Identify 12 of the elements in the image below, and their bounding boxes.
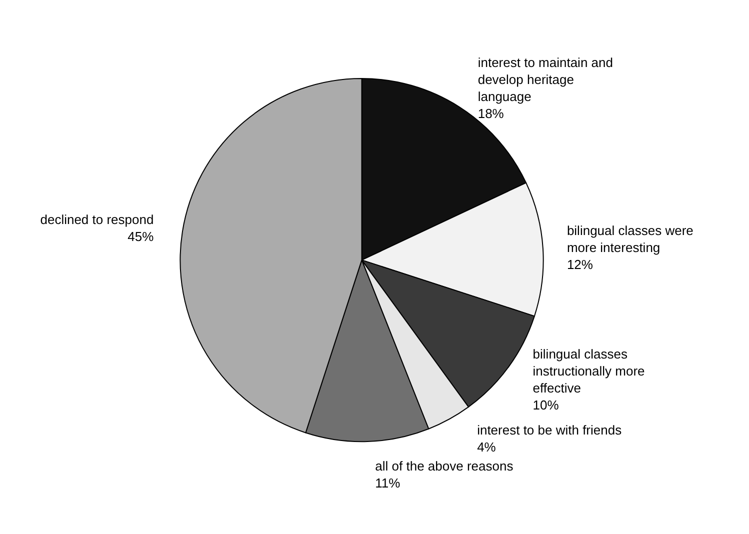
- data-label: 12%: [566, 256, 594, 272]
- slice-label: interest to maintain and develop heritage language: [478, 55, 617, 104]
- data-label: 10%: [532, 398, 560, 413]
- slice-label: bilingual classes were more interesting: [566, 222, 698, 255]
- data-label: 11%: [375, 475, 401, 490]
- slice-label: declined to respond: [40, 212, 154, 228]
- data-label: 45%: [128, 229, 154, 244]
- slice-label: interest to be with friends: [477, 422, 622, 438]
- data-label: 4%: [477, 439, 496, 454]
- slice-label: all of the above reasons: [375, 458, 514, 474]
- slice-label: bilingual classes instructionally more effective: [532, 346, 648, 396]
- data-label: 18%: [478, 106, 504, 122]
